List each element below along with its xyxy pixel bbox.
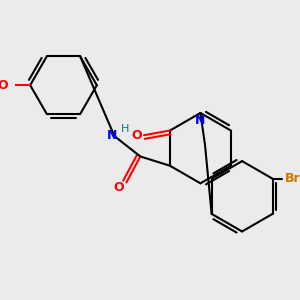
Text: O: O — [0, 79, 8, 92]
Text: N: N — [195, 114, 206, 127]
Text: O: O — [131, 129, 142, 142]
Text: H: H — [121, 124, 130, 134]
Text: O: O — [114, 181, 124, 194]
Text: N: N — [106, 129, 117, 142]
Text: Br: Br — [285, 172, 300, 185]
